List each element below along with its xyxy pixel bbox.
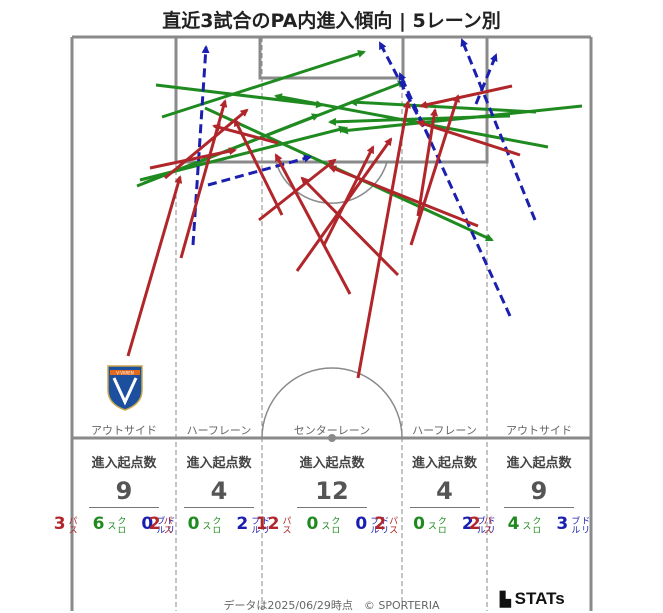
cross-count: 0 bbox=[306, 514, 319, 534]
lane-label-halfspace-left: ハーフレーン bbox=[186, 424, 252, 437]
penalty-arc bbox=[275, 161, 388, 204]
stat-total: 9 bbox=[115, 477, 133, 505]
lane-stats-outside-right: 進入起点数 9 2 パス 4 クロス 3 ドリブル bbox=[469, 452, 591, 534]
pass-count: 2 bbox=[374, 514, 387, 534]
dribble-count: 2 bbox=[461, 514, 474, 534]
pass-arrows bbox=[126, 84, 521, 379]
dribble-count: 0 bbox=[355, 514, 368, 534]
lane-stats-outside-left: 進入起点数 9 3 パス 6 クロス 0 ドリブル bbox=[54, 452, 176, 534]
stat-total: 4 bbox=[436, 477, 453, 505]
goal-area bbox=[258, 35, 405, 80]
lane-stats-halfspace-right: 進入起点数 4 2 パス 0 クロス 2 ドリブル bbox=[374, 452, 495, 534]
lane-label-outside-left: アウトサイド bbox=[91, 424, 157, 437]
footer-credit: データは2025/06/29時点 © SPORTERIA bbox=[223, 599, 440, 612]
stat-total: 4 bbox=[210, 477, 228, 505]
cross-count: 6 bbox=[92, 514, 105, 534]
stat-heading: 進入起点数 bbox=[299, 456, 365, 471]
cross-caption: クロス bbox=[425, 516, 446, 534]
lane-label-outside-right: アウトサイド bbox=[506, 424, 572, 437]
center-spot bbox=[328, 434, 336, 442]
stat-total: 12 bbox=[315, 477, 349, 505]
cross-caption: クロス bbox=[105, 516, 126, 534]
brand-text: STATs bbox=[514, 589, 565, 608]
dribble-count: 0 bbox=[141, 514, 154, 534]
lane-label-center: センターレーン bbox=[293, 424, 371, 437]
cross-caption: クロス bbox=[319, 516, 340, 534]
stat-heading: 進入起点数 bbox=[91, 456, 157, 471]
dribble-caption: ドリブル bbox=[154, 516, 175, 534]
pass-caption: パス bbox=[66, 516, 77, 534]
brand-logo: ▙ STATs bbox=[500, 589, 565, 609]
stat-heading: 進入起点数 bbox=[186, 456, 252, 471]
pass-count: 2 bbox=[148, 514, 161, 534]
pass-caption: パス bbox=[280, 516, 291, 534]
penalty-area bbox=[174, 35, 489, 164]
lane-stats-halfspace-left: 進入起点数 4 2 パス 0 クロス 2 ドリブル bbox=[149, 452, 270, 534]
dribble-count: 2 bbox=[236, 514, 249, 534]
cross-count: 0 bbox=[187, 514, 200, 534]
brand-mark-icon: ▙ bbox=[500, 591, 515, 607]
stat-total: 9 bbox=[530, 477, 548, 505]
pass-count: 2 bbox=[468, 514, 481, 534]
pass-count: 12 bbox=[255, 514, 280, 534]
lane-label-halfspace-right: ハーフレーン bbox=[412, 424, 477, 437]
stat-heading: 進入起点数 bbox=[506, 456, 572, 471]
pass-caption: パス bbox=[161, 516, 172, 534]
dribble-caption: ドリブル bbox=[249, 516, 270, 534]
pass-count: 3 bbox=[53, 514, 66, 534]
cross-count: 4 bbox=[507, 514, 520, 534]
pass-caption: パス bbox=[481, 516, 492, 534]
dribble-caption: ドリブル bbox=[474, 516, 495, 534]
dribble-caption: ドリブル bbox=[368, 516, 389, 534]
cross-caption: クロス bbox=[520, 516, 541, 534]
club-crest-icon: V·VAREN bbox=[107, 365, 143, 411]
dribble-caption: ドリブル bbox=[569, 516, 590, 534]
lane-stats-center: 進入起点数 12 12 パス 0 クロス 0 ドリブル bbox=[256, 452, 402, 534]
cross-count: 0 bbox=[413, 514, 425, 534]
center-circle bbox=[261, 367, 403, 439]
page-title: 直近3試合のPA内進入傾向 | 5レーン別 bbox=[162, 10, 501, 32]
dribble-count: 3 bbox=[556, 514, 569, 534]
cross-caption: クロス bbox=[200, 516, 221, 534]
stat-heading: 進入起点数 bbox=[411, 456, 477, 471]
svg-text:V·VAREN: V·VAREN bbox=[116, 370, 134, 375]
pass-caption: パス bbox=[387, 516, 398, 534]
